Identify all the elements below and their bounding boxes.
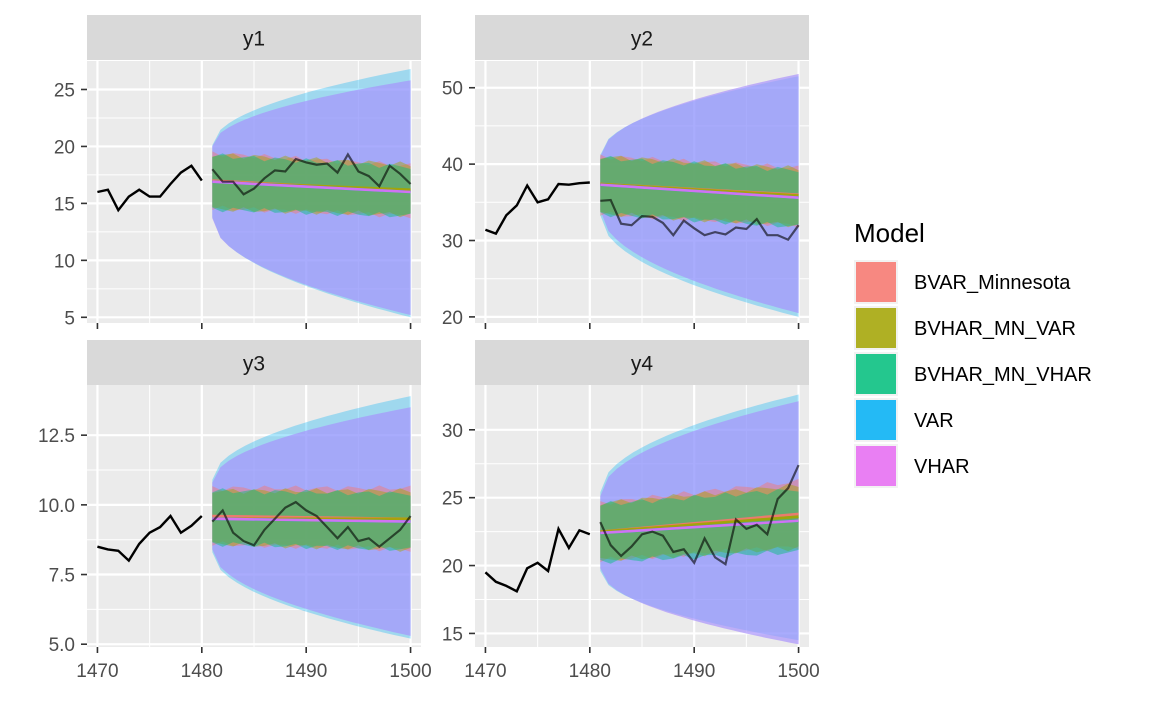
holdout-line [600, 198, 800, 242]
facet-strip-y3 [87, 340, 421, 385]
legend: Model BVAR_Minnesota BVHAR_MN_VAR BVHAR_MN… [854, 218, 1092, 488]
y-tick-label: 7.5 [49, 566, 75, 587]
legend-swatch [856, 400, 896, 440]
observed-line [97, 164, 203, 213]
mean-line-BVHAR_MN_VAR [600, 515, 799, 533]
legend-item: BVHAR_MN_VAR [854, 306, 1076, 350]
mean-line-VHAR [212, 180, 411, 194]
y-tick-label: 12.5 [38, 426, 75, 447]
x-tick-label: 1470 [76, 661, 118, 682]
facet-y1: y1 5 10 15 20 25 [54, 15, 421, 329]
facet-label-y3: y3 [243, 353, 265, 376]
observed-line [484, 181, 590, 236]
facet-label-y4: y4 [631, 353, 654, 376]
facet-strip-y1 [87, 15, 421, 60]
x-tick-label: 1470 [464, 661, 506, 682]
facet-label-y1: y1 [243, 28, 265, 51]
mean-line-VHAR [600, 519, 799, 535]
facet-strip-y4 [475, 340, 809, 385]
x-tick-label: 1480 [569, 661, 611, 682]
observed-line [97, 514, 203, 563]
facet-strip-y2 [475, 15, 809, 60]
y-tick-label: 20 [442, 308, 463, 329]
facet-panels: y1 5 10 15 20 25 y2 20 30 40 50 y3 5.0 7.5 10.0 12.5 147… [38, 15, 820, 682]
holdout-line [599, 464, 800, 566]
y-tick-label: 15 [442, 624, 463, 645]
holdout-line [211, 152, 412, 196]
y-tick-label: 10.0 [38, 496, 75, 517]
facet-y2: y2 20 30 40 50 [442, 15, 809, 329]
forecast-bands [600, 394, 799, 645]
x-tick-label: 1490 [673, 661, 715, 682]
legend-label: BVHAR_MN_VHAR [914, 364, 1092, 386]
y-tick-label: 25 [54, 80, 75, 101]
band-outer-overlay [600, 74, 799, 314]
y-tick-label: 40 [442, 155, 463, 176]
facet-y4: y4 15 20 25 30 1470 1480 1490 1500 [442, 340, 820, 682]
legend-swatch [856, 262, 896, 302]
y-tick-label: 25 [442, 489, 463, 510]
facet-label-y2: y2 [631, 28, 653, 51]
band-outer-overlay [212, 80, 411, 316]
legend-swatch [856, 354, 896, 394]
y-tick-label: 5 [64, 308, 75, 329]
y-tick-label: 20 [442, 557, 463, 578]
observed-line [484, 525, 591, 593]
x-tick-label: 1490 [285, 661, 327, 682]
legend-swatch [856, 308, 896, 348]
legend-items: BVAR_Minnesota BVHAR_MN_VAR BVHAR_MN_VHAR V… [854, 260, 1092, 488]
y-tick-label: 15 [54, 194, 75, 215]
legend-label: BVHAR_MN_VAR [914, 318, 1076, 340]
legend-item: BVAR_Minnesota [854, 260, 1071, 304]
y-tick-label: 50 [442, 79, 463, 100]
forecast-bands [600, 74, 799, 317]
legend-label: BVAR_Minnesota [914, 272, 1071, 294]
x-tick-label: 1500 [777, 661, 819, 682]
y-tick-label: 10 [54, 251, 75, 272]
legend-item: VHAR [854, 444, 970, 488]
band-outer-overlay [212, 407, 411, 636]
y-tick-label: 5.0 [49, 635, 75, 656]
holdout-line [211, 500, 412, 549]
x-tick-label: 1480 [181, 661, 223, 682]
forecast-bands [212, 69, 411, 318]
facet-y3: y3 5.0 7.5 10.0 12.5 1470 1480 1490 1500 [38, 340, 432, 682]
mean-line-VHAR [212, 517, 411, 523]
band-BVAR_Minnesota [600, 478, 799, 563]
y-tick-label: 30 [442, 232, 463, 253]
y-tick-label: 30 [442, 421, 463, 442]
legend-label: VAR [914, 410, 954, 432]
mean-line-VHAR [600, 183, 799, 200]
legend-swatch [856, 446, 896, 486]
legend-label: VHAR [914, 456, 970, 478]
legend-item: BVHAR_MN_VHAR [854, 352, 1092, 396]
legend-title: Model [854, 218, 925, 248]
x-tick-label: 1500 [389, 661, 431, 682]
legend-item: VAR [854, 398, 954, 442]
y-tick-label: 20 [54, 137, 75, 158]
